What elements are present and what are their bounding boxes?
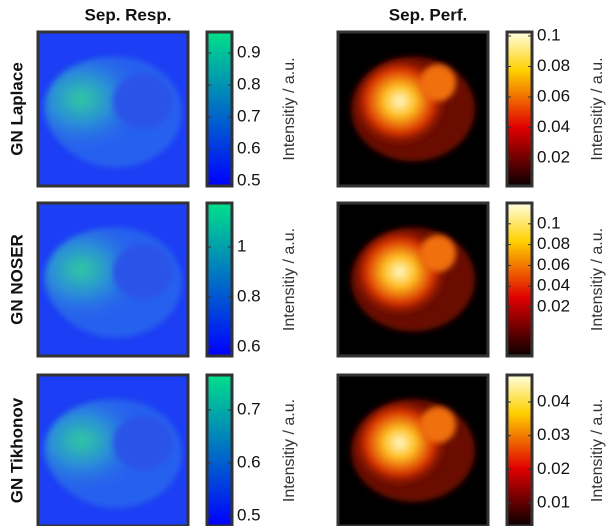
column-title: Sep. Perf.	[389, 5, 467, 24]
tick-label: 0.04	[537, 276, 570, 295]
column-title: Sep. Resp.	[85, 5, 172, 24]
tick-label: 1	[237, 236, 246, 255]
tick-label: 0.06	[537, 255, 570, 274]
tick-label: 0.6	[237, 336, 261, 355]
image-frame	[336, 373, 490, 526]
blob-2	[420, 406, 456, 443]
tick-label: 0.6	[237, 452, 261, 471]
colorbar	[205, 373, 234, 526]
colorbar	[205, 201, 234, 358]
tick-label: 0.7	[237, 399, 261, 418]
colorbar-label: Intensitiy / a.u.	[281, 228, 298, 331]
colorbar-label: Intensitiy / a.u.	[589, 399, 606, 502]
image	[338, 375, 488, 526]
blob-2	[420, 64, 456, 102]
tick-label: 0.5	[237, 505, 261, 524]
blob-2	[420, 235, 456, 272]
tick-label: 0.9	[237, 43, 261, 62]
colorbar	[505, 201, 534, 358]
tick-label: 0.08	[537, 234, 570, 253]
image	[38, 375, 188, 526]
blob-2	[113, 73, 173, 130]
tick-label: 0.8	[237, 286, 261, 305]
tick-label: 0.03	[537, 425, 570, 444]
tick-label: 0.6	[237, 138, 261, 157]
colorbar-label: Intensitiy / a.u.	[589, 57, 606, 160]
image	[338, 203, 488, 356]
image	[38, 32, 188, 186]
image-frame	[336, 30, 490, 188]
tick-label: 0.04	[537, 117, 570, 136]
colorbar-label: Intensitiy / a.u.	[281, 57, 298, 160]
colorbar	[505, 30, 534, 188]
image-frame	[36, 373, 190, 526]
tick-label: 0.5	[237, 170, 261, 189]
row-label: GN Laplace	[7, 62, 26, 156]
image-frame	[336, 201, 490, 358]
tick-label: 0.08	[537, 56, 570, 75]
tick-label: 0.1	[537, 213, 561, 232]
tick-label: 0.02	[537, 459, 570, 478]
colorbar	[205, 30, 234, 188]
tick-label: 0.02	[537, 297, 570, 316]
tick-label: 0.06	[537, 86, 570, 105]
blob-2	[113, 415, 173, 471]
tick-label: 0.8	[237, 75, 261, 94]
colorbar	[505, 373, 534, 526]
tick-label: 0.02	[537, 147, 570, 166]
tick-label: 0.01	[537, 493, 570, 512]
image-frame	[36, 30, 190, 188]
colorbar-label: Intensitiy / a.u.	[589, 228, 606, 331]
image	[38, 203, 188, 356]
image	[338, 32, 488, 186]
blob-2	[113, 244, 173, 300]
tick-label: 0.04	[537, 391, 570, 410]
row-label: GN NOSER	[7, 234, 26, 325]
colorbar-label: Intensitiy / a.u.	[281, 399, 298, 502]
row-label: GN Tikhonov	[7, 397, 26, 503]
tick-label: 0.1	[537, 25, 561, 44]
image-frame	[36, 201, 190, 358]
tick-label: 0.7	[237, 106, 261, 125]
